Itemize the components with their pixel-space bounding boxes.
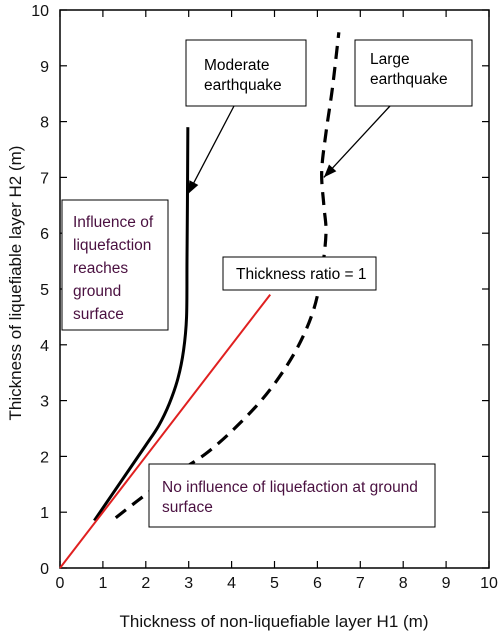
large-arrow [323,105,391,178]
x-tick-label: 9 [442,575,451,592]
x-tick-label: 6 [313,575,322,592]
x-tick-label: 8 [399,575,408,592]
y-tick-label: 9 [40,59,49,76]
y-tick-label: 2 [40,449,49,466]
x-tick-label: 5 [270,575,279,592]
y-tick-label: 8 [40,115,49,132]
influence-annotation-text: Influence of [73,214,154,231]
x-tick-label: 4 [227,575,236,592]
x-tick-label: 3 [184,575,193,592]
moderate-earthquake-curve [93,127,190,522]
thickness-ratio-line [59,293,272,569]
x-tick-label: 0 [56,575,65,592]
large-annotation-text: earthquake [370,71,448,88]
x-tick-label: 10 [480,575,498,592]
influence-annotation-text: ground [73,283,121,300]
moderate-annotation-text: earthquake [204,77,282,94]
y-tick-label: 1 [40,505,49,522]
noinfluence-annotation-text: No influence of liquefaction at ground [162,479,418,496]
x-tick-label: 2 [141,575,150,592]
x-tick-label: 1 [98,575,107,592]
moderate-annotation-box [185,39,307,107]
y-tick-label: 6 [40,226,49,243]
influence-annotation-text: reaches [73,260,128,277]
y-tick-label: 3 [40,394,49,411]
noinfluence-annotation-text: surface [162,499,213,516]
influence-annotation-text: surface [73,306,124,323]
moderate-annotation-text: Moderate [204,57,269,74]
x-axis-label: Thickness of non-liquefiable layer H1 (m… [120,612,429,631]
y-tick-label: 7 [40,170,49,187]
large-annotation-text: Large [370,51,410,68]
y-tick-label: 0 [40,561,49,578]
y-tick-label: 10 [31,3,49,20]
influence-annotation-box [61,199,169,331]
ratio-annotation-text: Thickness ratio = 1 [236,266,367,283]
y-tick-label: 4 [40,338,49,355]
large-annotation-box [354,39,473,107]
y-tick-label: 5 [40,282,49,299]
ratio-annotation-box [222,256,377,291]
moderate-arrowhead [187,180,199,195]
influence-annotation-text: liquefaction [73,237,151,254]
y-axis-label: Thickness of liquefiable layer H2 (m) [6,146,25,421]
noinfluence-annotation-box [148,463,436,528]
moderate-arrow [187,105,235,195]
x-tick-label: 7 [356,575,365,592]
large-arrowhead [323,164,337,178]
